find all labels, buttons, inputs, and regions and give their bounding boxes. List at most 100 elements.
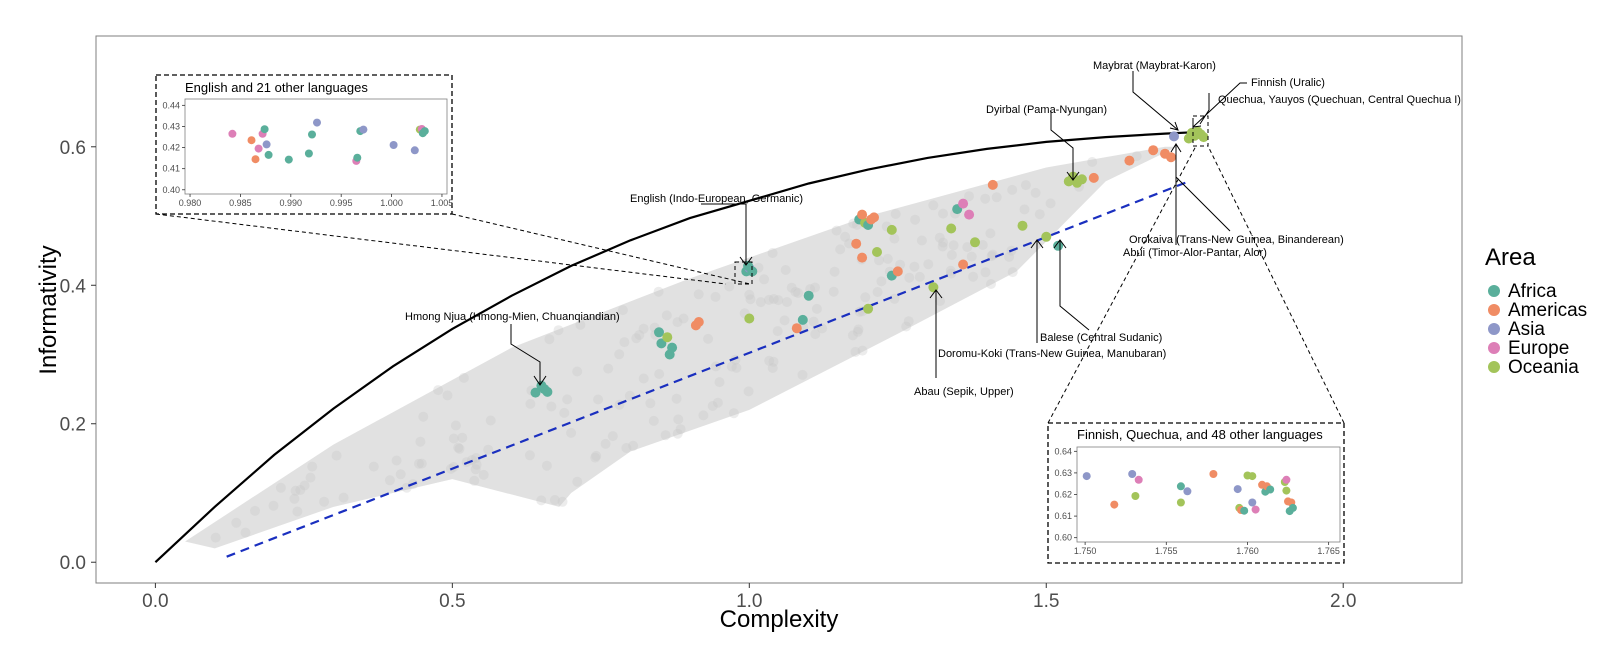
cloud-point — [572, 476, 583, 487]
cloud-point — [1007, 267, 1018, 278]
annotation-label: Doromu-Koki (Trans-New Guinea, Manubaran… — [938, 348, 1166, 360]
cloud-point — [934, 232, 945, 243]
cloud-point — [744, 289, 755, 300]
cloud-point — [962, 242, 973, 253]
cloud-point — [928, 200, 939, 211]
inset-language-point — [1183, 487, 1192, 496]
inset-y-tick-label: 0.42 — [162, 143, 180, 153]
cloud-point — [1019, 204, 1030, 215]
cloud-point — [549, 495, 560, 505]
inset-language-point — [247, 136, 256, 145]
inset-y-tick-label: 0.63 — [1054, 468, 1072, 478]
x-tick-label: 0.5 — [439, 591, 465, 612]
cloud-point — [987, 249, 998, 260]
language-point — [791, 323, 802, 334]
cloud-point — [331, 450, 342, 461]
cloud-point — [889, 293, 900, 304]
cloud-point — [553, 325, 564, 336]
legend-key-africa — [1488, 285, 1500, 297]
cloud-point — [901, 321, 912, 332]
annotation-label: Abau (Sepik, Upper) — [914, 386, 1014, 398]
finnish-arrow — [1192, 82, 1247, 128]
balese-arrow — [1059, 241, 1090, 331]
cloud-point — [240, 527, 251, 538]
cloud-point — [916, 235, 927, 246]
y-tick-label: 0.2 — [60, 415, 86, 436]
cloud-point — [660, 430, 671, 441]
cloud-point — [295, 485, 306, 495]
cloud-point — [968, 271, 979, 282]
inset-x-tick-label: 1.750 — [1074, 546, 1097, 556]
cloud-point — [743, 386, 754, 397]
cloud-point — [726, 361, 737, 372]
cloud-point — [808, 316, 819, 327]
cloud-point — [745, 294, 756, 305]
cloud-point — [478, 469, 489, 480]
cloud-point — [764, 355, 775, 366]
inset-language-point — [1110, 500, 1119, 509]
cloud-point — [654, 369, 665, 379]
dyirbal-arrow — [1050, 111, 1074, 179]
cloud-point — [631, 333, 642, 344]
cloud-point — [673, 414, 684, 425]
inset-y-tick-label: 0.40 — [162, 185, 180, 195]
cloud-point — [1045, 198, 1056, 209]
annotation-arrows — [510, 71, 1247, 386]
annotation-label: Dyirbal (Pama-Nyungan) — [986, 104, 1107, 116]
maybrat-arrow — [1132, 71, 1179, 131]
inset-language-point — [410, 146, 419, 155]
cloud-point — [457, 432, 468, 443]
cloud-point — [572, 366, 583, 377]
cloud-point — [923, 259, 934, 270]
cloud-point — [471, 459, 482, 470]
inset-language-point — [228, 129, 237, 138]
cloud-point — [986, 279, 996, 289]
language-point — [857, 252, 868, 263]
inset-language-point — [1266, 485, 1275, 494]
language-point — [1148, 145, 1159, 156]
cloud-point — [860, 292, 871, 303]
cloud-point — [603, 363, 614, 374]
cloud-point — [904, 272, 915, 283]
cloud-point — [853, 324, 864, 335]
x-tick-label: 1.0 — [736, 591, 762, 612]
language-point — [1169, 131, 1179, 142]
y-axis-title: Informativity — [35, 245, 62, 374]
cloud-point — [653, 286, 664, 297]
inset-language-point — [359, 125, 368, 134]
inset-language-point — [389, 141, 398, 149]
inset-language-point — [1131, 492, 1140, 500]
cloud-point — [634, 330, 645, 340]
language-points — [530, 126, 1209, 398]
doromu-arrowhead — [1030, 239, 1044, 249]
cloud-point — [469, 475, 480, 486]
inset-language-point — [1233, 485, 1242, 494]
cloud-point — [628, 440, 639, 451]
cloud-point — [541, 460, 552, 471]
inset-title-english: English and 21 other languages — [185, 80, 368, 95]
cloud-point — [648, 415, 659, 426]
cloud-point — [544, 334, 555, 345]
language-point — [656, 338, 667, 349]
language-point — [1198, 132, 1209, 143]
cloud-point — [621, 443, 632, 453]
cloud-point — [268, 500, 279, 511]
inset-panel-finnish — [1076, 446, 1341, 543]
cloud-point — [1004, 251, 1015, 262]
cloud-point — [707, 401, 718, 411]
inset-x-tick-label: 0.990 — [280, 198, 303, 208]
cloud-point — [693, 289, 704, 300]
cloud-point — [768, 356, 779, 367]
language-point — [886, 224, 897, 235]
quechua-arrow — [1199, 93, 1210, 125]
cloud-point — [590, 452, 601, 463]
cloud-point — [557, 496, 568, 507]
inset-y-tick-label: 0.64 — [1054, 446, 1072, 456]
annotation-label: Quechua, Yauyos (Quechuan, Central Quech… — [1218, 94, 1461, 106]
inset-language-point — [1128, 470, 1137, 478]
annotation-label: Orokaiva (Trans-New Guinea, Binanderean) — [1129, 234, 1344, 246]
cloud-point — [767, 363, 778, 373]
cloud-point — [703, 333, 714, 344]
inset-language-point — [1282, 475, 1291, 484]
inset-y-tick-label: 0.44 — [162, 100, 180, 110]
